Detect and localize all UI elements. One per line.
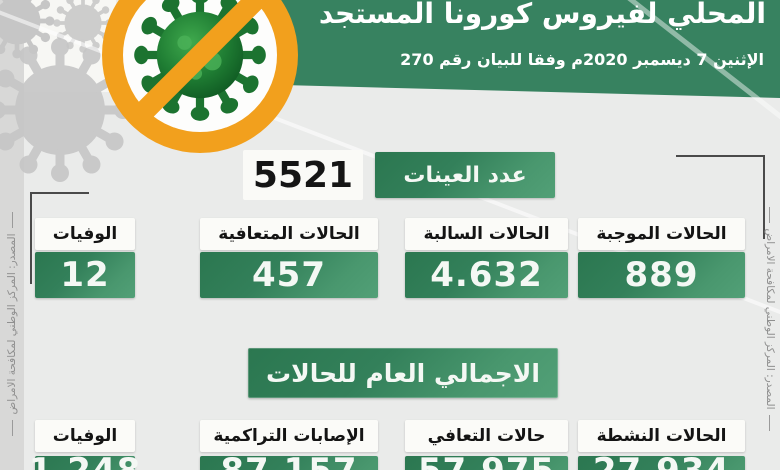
totals-section-title: الاجمالي العام للحالات: [248, 348, 558, 398]
stat-column-recovered-cases: الحالات المتعافية 457: [200, 0, 378, 470]
source-note-left: المصدر: المركز الوطني لمكافحة الامراض: [6, 174, 18, 470]
samples-count: 5521: [252, 154, 354, 196]
stat-value-box: 457: [200, 252, 378, 298]
stat-column-cumulative-infections: الإصابات التراكمية 87,157: [200, 0, 378, 470]
stat-value: 889: [624, 255, 699, 295]
stat-value-box: 4.632: [405, 252, 568, 298]
decor-corner-frame: [30, 192, 89, 284]
dash-decor: [769, 415, 771, 432]
stat-value-box: 87,157: [200, 454, 378, 470]
decor-corner-frame: [676, 155, 765, 239]
stat-value: 1,248: [29, 454, 142, 470]
stat-value: 27,934: [593, 454, 730, 470]
source-note-right: المصدر: المركز الوطني لمكافحة الامراض: [764, 169, 776, 469]
stat-column-negative-cases: الحالات السالبة 4.632: [405, 0, 568, 470]
page-subtitle: الإثنين 7 ديسمبر 2020م وفقا للبيان رقم 2…: [400, 50, 764, 69]
page-title: المحلي لفيروس كورونا المستجد: [318, 0, 766, 30]
stat-column-active-cases: الحالات النشطة 27,934: [578, 0, 745, 470]
stat-label: الوفيات: [35, 420, 135, 452]
source-note-text: المصدر: المركز الوطني لمكافحة الامراض: [764, 228, 776, 410]
dash-decor: [11, 211, 13, 228]
stat-label: الحالات المتعافية: [200, 218, 378, 250]
stat-column-positive-cases: الحالات الموجبة 889: [578, 0, 745, 470]
stat-column-deaths: الوفيات 12: [35, 0, 135, 470]
stat-column-total-deaths: الوفيات 1,248: [29, 0, 140, 470]
stat-label: حالات التعافي: [405, 420, 568, 452]
stat-value: 87,157: [220, 454, 357, 470]
stat-label: الحالات الموجبة: [578, 218, 745, 250]
stat-label: الحالات النشطة: [578, 420, 745, 452]
stat-value-box: 12: [35, 252, 135, 298]
source-note-text: المصدر: المركز الوطني لمكافحة الامراض: [6, 233, 18, 415]
stat-label: الإصابات التراكمية: [200, 420, 378, 452]
dash-decor: [769, 206, 771, 223]
stat-value-box: 889: [578, 252, 745, 298]
samples-count-box: 5521: [243, 150, 363, 200]
stat-value-box: 27,934: [578, 454, 745, 470]
stat-value-box: 57,975: [405, 454, 568, 470]
dash-decor: [11, 420, 13, 437]
stat-value: 4.632: [430, 255, 543, 295]
stat-label: الحالات السالبة: [405, 218, 568, 250]
no-virus-sign: [102, 0, 298, 153]
samples-label-box: عدد العينات: [375, 152, 555, 198]
stat-value: 12: [60, 255, 110, 295]
stat-column-total-recoveries: حالات التعافي 57,975: [405, 0, 568, 470]
stat-label: الوفيات: [35, 218, 135, 250]
stat-value: 57,975: [418, 454, 555, 470]
stat-value-box: 1,248: [29, 454, 140, 470]
stat-value: 457: [252, 255, 326, 295]
